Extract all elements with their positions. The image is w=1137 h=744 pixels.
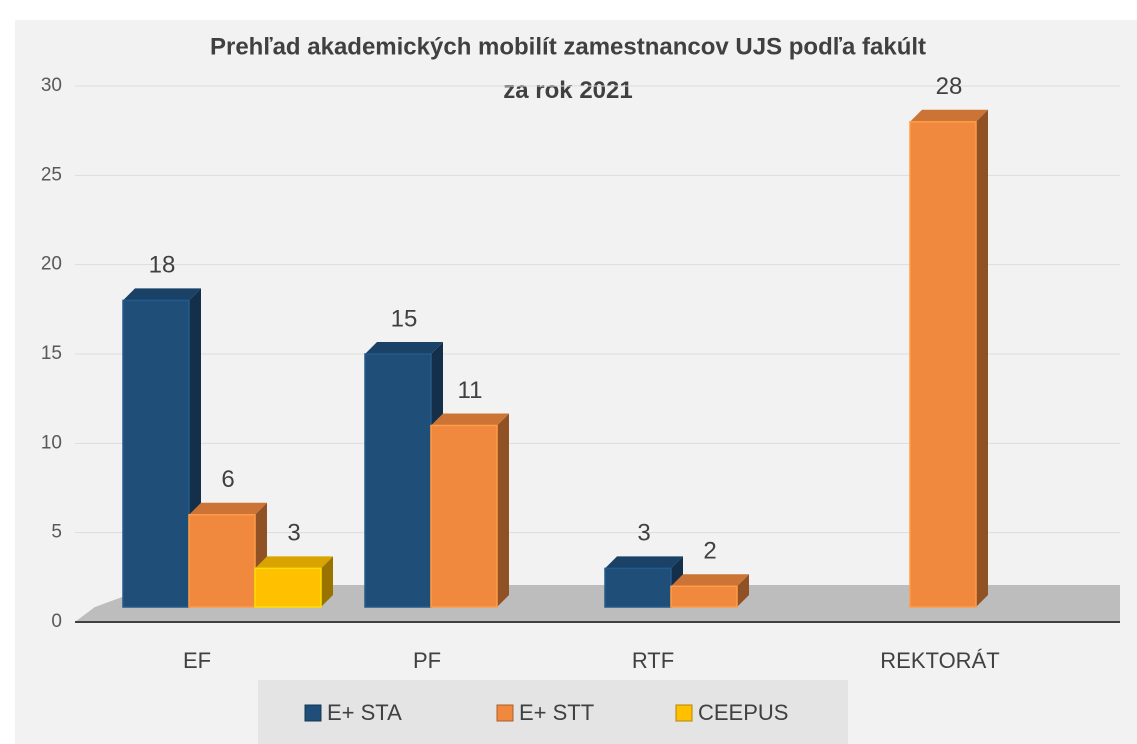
legend-swatch <box>675 704 693 722</box>
bar <box>254 567 322 608</box>
bar <box>364 353 432 608</box>
y-tick-label: 20 <box>41 254 62 275</box>
value-label: 11 <box>458 377 483 404</box>
x-tick-label: REKTORÁT <box>880 648 999 673</box>
legend-label: E+ STA <box>327 700 402 725</box>
value-label: 6 <box>221 466 234 493</box>
bar <box>122 299 190 608</box>
y-tick-label: 30 <box>41 75 62 96</box>
bar-side <box>737 574 749 607</box>
bar <box>430 424 498 608</box>
y-tick-label: 25 <box>41 164 62 185</box>
bar-side <box>976 109 988 607</box>
bar-side <box>497 413 509 607</box>
y-tick-label: 0 <box>51 611 62 632</box>
value-label: 15 <box>391 305 418 332</box>
y-tick-label: 5 <box>51 522 62 543</box>
bar-top <box>431 413 509 426</box>
bar-top <box>123 288 201 301</box>
bar-top <box>910 109 988 122</box>
value-label: 3 <box>287 520 300 547</box>
legend-label: E+ STT <box>519 700 594 725</box>
bar-top <box>255 556 333 569</box>
legend-swatch <box>304 704 322 722</box>
legend-box <box>258 680 848 744</box>
x-tick-label: PF <box>413 648 441 673</box>
bar-top <box>671 574 749 587</box>
bar <box>188 514 256 608</box>
bar <box>909 120 977 608</box>
bar-top <box>365 342 443 354</box>
bar <box>670 585 738 608</box>
bar-side <box>321 556 333 607</box>
value-label: 2 <box>703 538 716 565</box>
legend-label: CEEPUS <box>698 700 788 725</box>
y-tick-label: 10 <box>41 432 62 453</box>
value-label: 28 <box>936 73 963 100</box>
value-label: 3 <box>637 520 650 547</box>
bar-top <box>189 502 267 515</box>
legend-swatch <box>496 704 514 722</box>
bar <box>604 567 672 608</box>
x-tick-label: RTF <box>632 648 674 673</box>
value-label: 18 <box>149 252 176 279</box>
y-tick-label: 15 <box>41 343 62 364</box>
floor-plane <box>75 585 1120 622</box>
x-tick-label: EF <box>183 648 211 673</box>
bar-top <box>605 556 683 569</box>
